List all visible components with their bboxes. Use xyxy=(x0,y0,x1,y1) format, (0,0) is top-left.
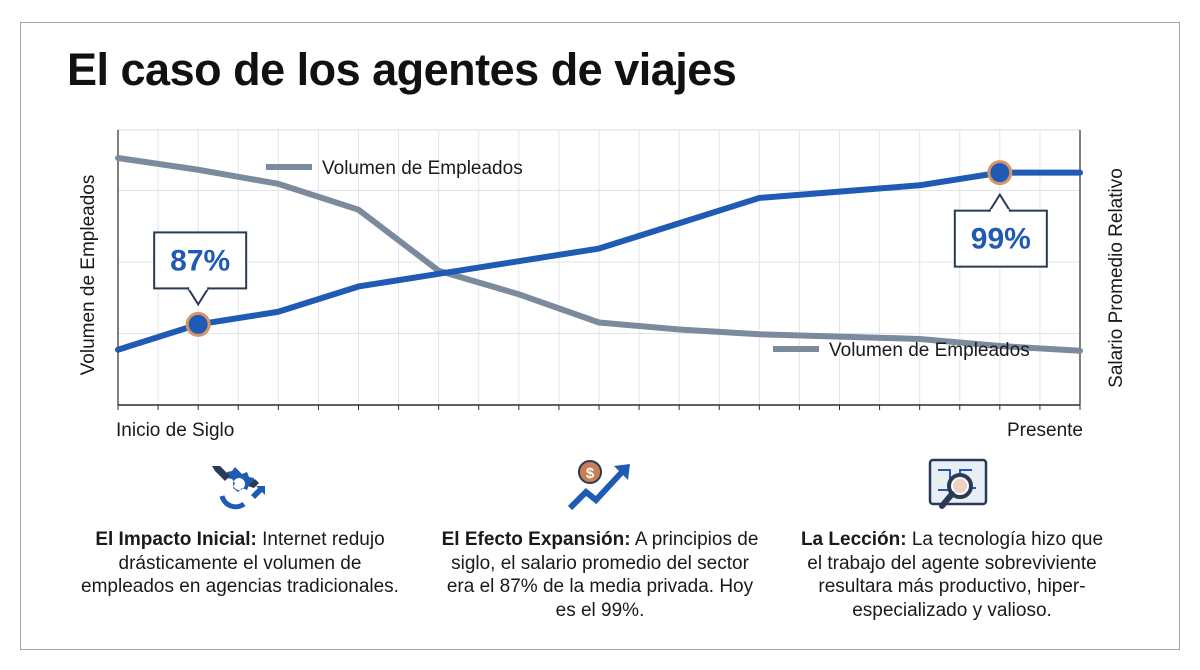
lesson-heading: La Lección: xyxy=(800,529,907,550)
impact-text: Internet redujo drásticamente el volumen… xyxy=(81,529,399,597)
chart-markers xyxy=(185,160,1013,337)
legend-label: Volumen de Empleados xyxy=(322,158,523,179)
chart-labels: 87% 99% Volumen de Empleados Volumen de Emp… xyxy=(78,158,1127,441)
page-title: El caso de los agentes de viajes xyxy=(67,44,737,95)
dollar-growth-icon: $ xyxy=(567,460,630,511)
infographic-frame xyxy=(20,22,1180,650)
chart-lines xyxy=(115,155,1083,354)
series-line-salary xyxy=(115,169,1083,353)
impact-column: El Impacto Inicial: Internet redujo drás… xyxy=(80,528,400,599)
callout-tail xyxy=(186,287,210,307)
map-magnifier-icon xyxy=(928,458,988,509)
callout-tail xyxy=(988,192,1012,212)
gear-down-arrow-icon xyxy=(212,466,265,510)
series-line-employees xyxy=(115,155,1083,354)
expansion-heading: El Efecto Expansión: xyxy=(441,529,631,550)
callout-label: 99% xyxy=(971,223,1031,256)
expansion-text: A principios de siglo, el salario promed… xyxy=(446,529,759,621)
lesson-column: La Lección: La tecnología hizo que el tr… xyxy=(792,528,1112,622)
y-axis-label-right: Salario Promedio Relativo xyxy=(1106,168,1127,388)
y-axis-label-left: Volumen de Empleados xyxy=(78,175,99,376)
data-point-marker xyxy=(185,311,211,337)
data-point-marker xyxy=(987,160,1013,186)
x-axis-label-start: Inicio de Siglo xyxy=(116,420,234,441)
svg-text:$: $ xyxy=(586,465,595,482)
impact-heading: El Impacto Inicial: xyxy=(95,529,257,550)
expansion-column: El Efecto Expansión: A principios de sig… xyxy=(440,528,760,622)
x-axis-label-end: Presente xyxy=(1007,420,1083,441)
legend-label: Volumen de Empleados xyxy=(829,340,1030,361)
callout-label: 87% xyxy=(170,244,230,277)
callout-box xyxy=(953,209,1048,268)
chart-grid xyxy=(117,129,1081,410)
lesson-text: La tecnología hizo que el trabajo del ag… xyxy=(807,529,1104,621)
